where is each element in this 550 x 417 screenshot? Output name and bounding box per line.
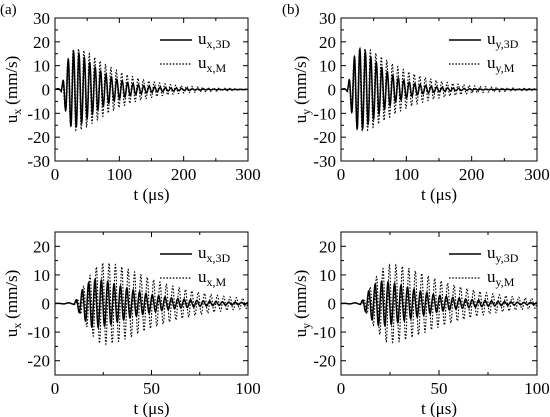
y-tick-label: 0 <box>42 295 51 314</box>
x-axis-label: t (μs) <box>421 399 457 417</box>
x-tick-label: 50 <box>143 379 160 398</box>
x-axis-label: t (μs) <box>421 185 457 204</box>
y-tick-label: 20 <box>319 237 336 256</box>
plot-area <box>341 263 537 344</box>
x-tick-label: 200 <box>171 165 197 184</box>
series-line-y-m <box>341 263 537 344</box>
x-tick-label: 0 <box>337 379 346 398</box>
series-line-x-m <box>55 47 248 133</box>
y-tick-label: 0 <box>328 295 337 314</box>
panel-tag-b: (b) <box>282 2 300 18</box>
legend-label: uy,M <box>487 267 515 289</box>
x-tick-label: 50 <box>431 379 448 398</box>
plot-area <box>341 46 537 133</box>
y-tick-label: -20 <box>27 352 50 371</box>
x-axis-label: t (μs) <box>133 185 169 204</box>
plot-area <box>55 261 248 346</box>
y-tick-label: -20 <box>27 128 50 147</box>
y-tick-label: -10 <box>27 323 50 342</box>
x-tick-label: 100 <box>394 165 420 184</box>
y-tick-label: -30 <box>27 152 50 171</box>
x-tick-label: 200 <box>459 165 485 184</box>
legend-label: ux,M <box>198 53 227 75</box>
chart-panel-0: 0 100 200 300 -30 -20 -10 0 10 20 30 t (μs) ux(mm/s)… <box>2 9 261 204</box>
x-axis-label: t (μs) <box>133 399 169 417</box>
chart-panel-1: 0 100 200 300 -30 -20 -10 0 10 20 30 t (μs) uy(mm/s)… <box>291 9 550 204</box>
y-tick-label: 20 <box>33 237 50 256</box>
y-tick-label: 30 <box>33 9 50 28</box>
y-tick-label: 20 <box>319 33 336 52</box>
y-tick-label: 10 <box>33 57 50 76</box>
y-tick-label: 0 <box>42 81 51 100</box>
x-tick-label: 0 <box>337 165 346 184</box>
legend-label: uy,M <box>487 53 515 75</box>
y-tick-label: 20 <box>33 33 50 52</box>
legend-label: ux,M <box>198 267 227 289</box>
legend-label: uy,3D <box>487 243 519 265</box>
y-tick-label: -20 <box>313 352 336 371</box>
x-tick-label: 100 <box>524 379 550 398</box>
y-tick-label: 10 <box>33 266 50 285</box>
y-axis-label: ux(mm/s) <box>2 270 24 338</box>
legend-label: ux,3D <box>198 243 231 265</box>
series-line-y-m <box>341 47 537 133</box>
y-tick-label: 10 <box>319 266 336 285</box>
y-tick-label: -10 <box>27 104 50 123</box>
x-tick-label: 100 <box>107 165 133 184</box>
y-tick-label: -20 <box>313 128 336 147</box>
y-tick-label: 10 <box>319 57 336 76</box>
panel-tag-a: (a) <box>0 2 17 18</box>
x-tick-label: 0 <box>51 165 60 184</box>
y-tick-label: 0 <box>328 81 337 100</box>
y-axis-label: uy(mm/s) <box>291 56 313 124</box>
plot-area <box>55 47 248 133</box>
legend-label: ux,3D <box>198 29 231 51</box>
y-axis-label: ux(mm/s) <box>2 56 24 124</box>
y-tick-label: -10 <box>313 104 336 123</box>
y-tick-label: -30 <box>313 152 336 171</box>
legend-label: uy,3D <box>487 29 519 51</box>
series-line-y-3d <box>341 280 537 327</box>
x-tick-label: 0 <box>51 379 60 398</box>
x-tick-label: 100 <box>235 379 261 398</box>
y-tick-label: -10 <box>313 323 336 342</box>
x-tick-label: 300 <box>235 165 261 184</box>
y-axis-label: uy(mm/s) <box>291 270 313 338</box>
x-tick-label: 300 <box>524 165 550 184</box>
y-tick-label: 30 <box>319 9 336 28</box>
